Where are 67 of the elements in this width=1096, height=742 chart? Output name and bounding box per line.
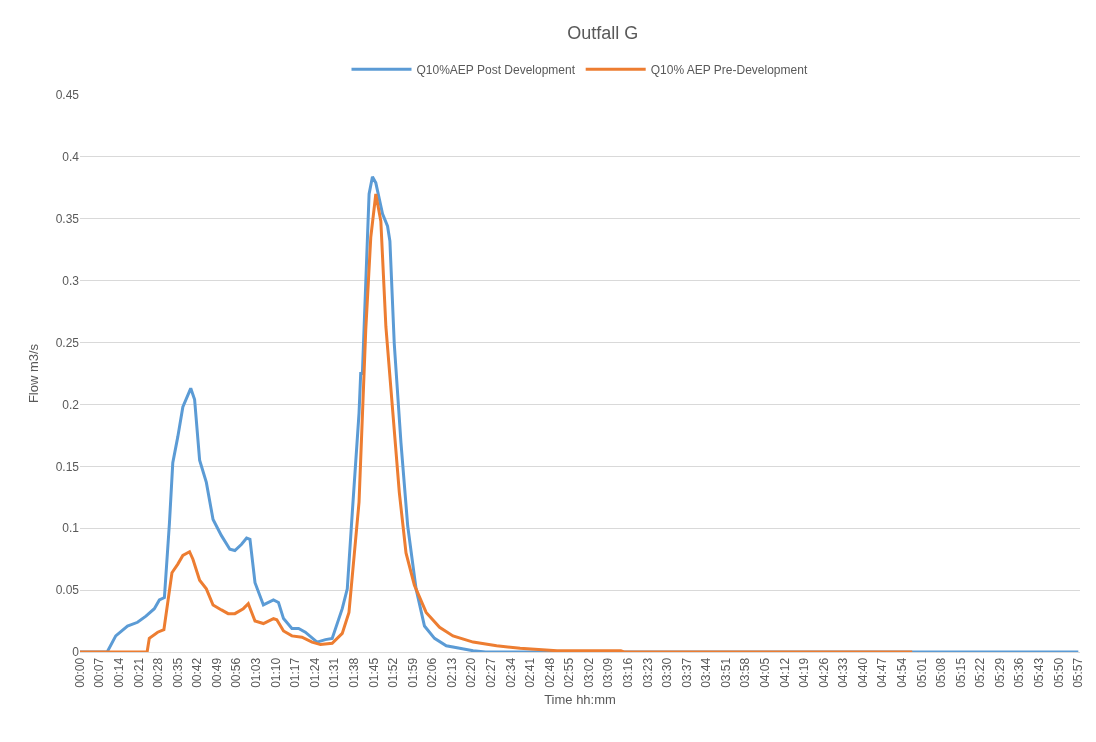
x-tick-label: 00:56 xyxy=(229,657,244,688)
x-tick-label: 01:17 xyxy=(288,657,303,688)
y-tick-label: 0.2 xyxy=(62,397,80,412)
y-tick-label: 0.4 xyxy=(62,150,80,165)
x-tick-label: 00:00 xyxy=(72,657,87,688)
x-tick-label: 01:38 xyxy=(346,657,361,688)
x-tick-label: 05:36 xyxy=(1012,657,1027,688)
x-tick-label: 04:54 xyxy=(895,657,910,688)
x-tick-label: 03:44 xyxy=(699,657,714,688)
x-tick-label: 05:50 xyxy=(1051,657,1066,688)
x-tick-label: 02:41 xyxy=(523,657,538,688)
x-tick-label: 01:59 xyxy=(405,657,420,688)
x-tick-label: 03:58 xyxy=(738,657,753,688)
x-tick-label: 02:55 xyxy=(562,657,577,688)
x-tick-label: 01:03 xyxy=(249,657,264,688)
x-tick-label: 00:07 xyxy=(92,657,107,688)
x-tick-label: 00:21 xyxy=(131,657,146,688)
x-tick-label: 03:51 xyxy=(718,657,733,688)
y-tick-label: 0.25 xyxy=(55,335,80,350)
x-tick-label: 02:06 xyxy=(425,657,440,688)
x-tick-label: 01:10 xyxy=(268,657,283,688)
x-tick-label: 02:13 xyxy=(444,657,459,688)
x-tick-label: 02:27 xyxy=(483,657,498,688)
x-tick-label: 03:02 xyxy=(581,657,596,688)
x-tick-label: 05:57 xyxy=(1071,657,1086,688)
x-tick-label: 05:43 xyxy=(1032,657,1047,688)
x-tick-label: 01:31 xyxy=(327,657,342,688)
x-tick-label: 02:48 xyxy=(542,657,557,688)
y-tick-label: 0.3 xyxy=(62,273,80,288)
x-tick-label: 05:01 xyxy=(914,657,929,688)
legend-label: Q10% AEP Pre-Development xyxy=(650,63,808,78)
x-tick-label: 04:40 xyxy=(855,657,870,688)
y-tick-label: 0.45 xyxy=(55,88,80,103)
x-tick-label: 00:35 xyxy=(170,657,185,688)
x-tick-label: 05:29 xyxy=(992,657,1007,688)
x-tick-label: 03:23 xyxy=(640,657,655,688)
x-tick-label: 00:14 xyxy=(112,657,127,688)
y-tick-label: 0.35 xyxy=(55,211,80,226)
x-tick-label: 05:15 xyxy=(953,657,968,688)
x-tick-label: 05:22 xyxy=(973,657,988,688)
x-tick-label: 01:45 xyxy=(366,657,381,688)
x-tick-label: 05:08 xyxy=(934,657,949,688)
y-axis-title: Flow m3/s xyxy=(25,343,41,404)
x-tick-label: 04:33 xyxy=(836,657,851,688)
x-tick-label: 03:30 xyxy=(660,657,675,688)
x-tick-label: 00:49 xyxy=(209,657,224,688)
y-tick-label: 0.05 xyxy=(55,583,80,598)
x-tick-label: 04:05 xyxy=(758,657,773,688)
legend-label: Q10%AEP Post Development xyxy=(416,63,576,78)
line-series xyxy=(80,192,914,652)
x-tick-label: 04:12 xyxy=(777,657,792,688)
x-tick-label: 03:16 xyxy=(621,657,635,688)
y-tick-label: 0.1 xyxy=(62,521,80,536)
x-tick-label: 02:34 xyxy=(503,657,518,688)
x-tick-label: 04:26 xyxy=(816,657,831,688)
x-tick-label: 01:52 xyxy=(386,657,401,688)
x-tick-label: 03:37 xyxy=(679,657,694,688)
x-tick-label: 04:47 xyxy=(875,657,890,688)
chart-title: Outfall G xyxy=(567,22,639,43)
x-tick-label: 02:20 xyxy=(464,657,479,688)
x-axis-title: Time hh:mm xyxy=(544,692,616,708)
y-tick-label: 0.15 xyxy=(55,459,80,474)
x-tick-label: 03:09 xyxy=(601,657,616,688)
x-tick-label: 00:42 xyxy=(190,657,205,688)
x-tick-label: 04:19 xyxy=(797,657,812,688)
x-tick-label: 00:28 xyxy=(151,657,166,688)
x-tick-label: 01:24 xyxy=(307,657,322,688)
